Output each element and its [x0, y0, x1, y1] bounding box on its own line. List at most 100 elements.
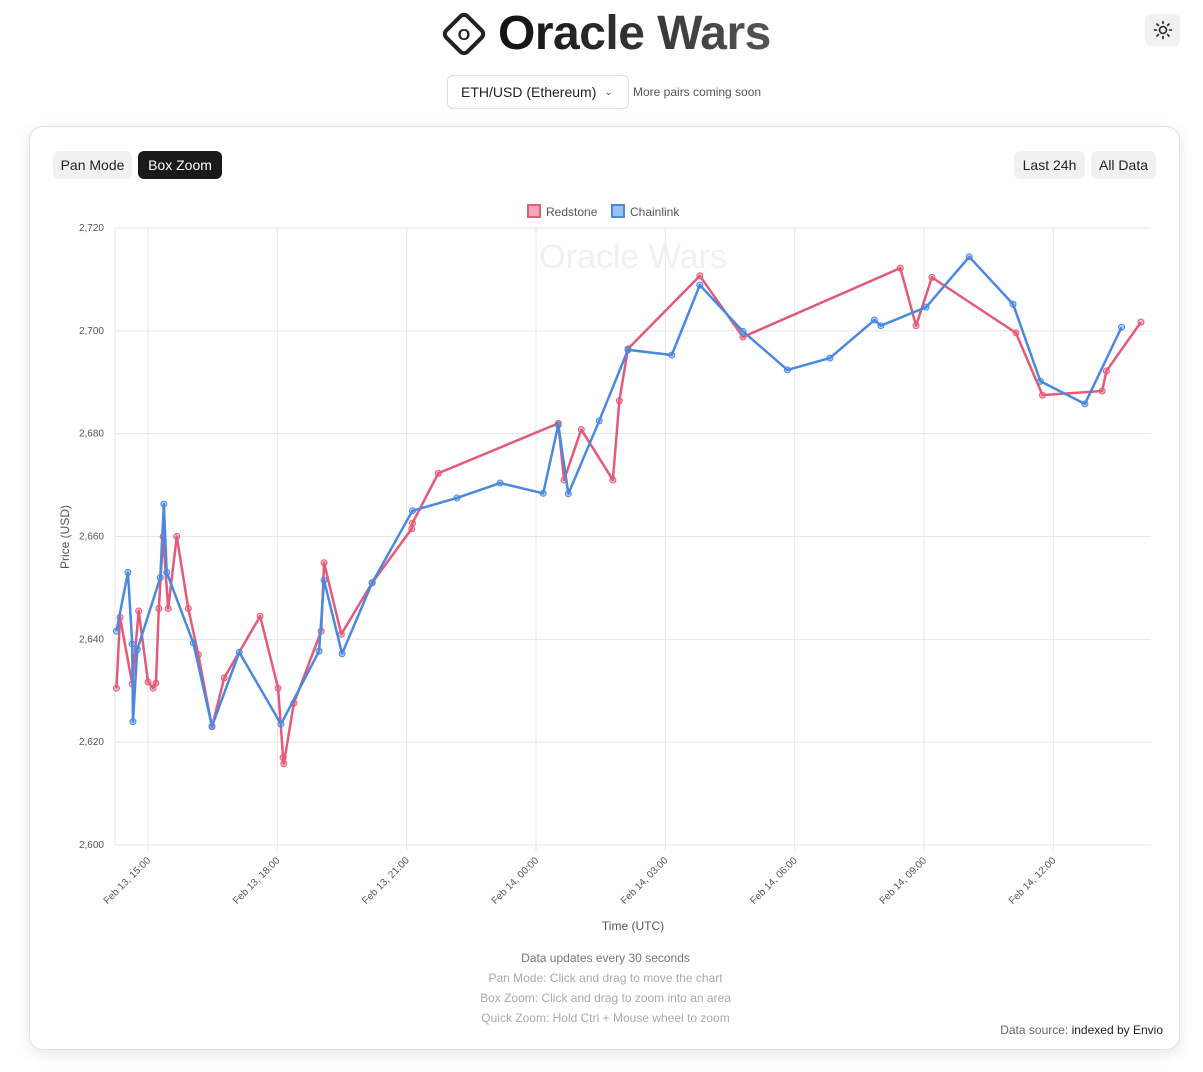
- pan-help: Pan Mode: Click and drag to move the cha…: [488, 971, 723, 985]
- chainlink-point: [826, 354, 834, 362]
- svg-text:O: O: [458, 27, 470, 44]
- chainlink-point: [739, 327, 747, 335]
- chainlink-point: [124, 568, 132, 576]
- box-zoom-help: Box Zoom: Click and drag to zoom into an…: [480, 991, 731, 1005]
- y-tick-label: 2,640: [79, 634, 104, 645]
- x-axis-label: Time (UTC): [602, 919, 664, 933]
- chainlink-point: [208, 722, 216, 730]
- chainlink-point: [595, 417, 603, 425]
- redstone-point: [144, 678, 152, 686]
- chainlink-point: [235, 648, 243, 656]
- svg-text:Redstone: Redstone: [546, 205, 598, 219]
- pan-mode-button[interactable]: Pan Mode: [53, 151, 132, 179]
- chainlink-point: [129, 718, 137, 726]
- y-tick-label: 2,720: [79, 223, 104, 234]
- chainlink-point: [1009, 300, 1017, 308]
- redstone-point: [149, 684, 157, 692]
- chainlink-point: [338, 650, 346, 658]
- redstone-point: [112, 684, 120, 692]
- x-tick-label: Feb 13, 18:00: [231, 855, 283, 907]
- pair-select-value: ETH/USD (Ethereum): [461, 84, 597, 100]
- chainlink-point: [1118, 323, 1126, 331]
- pair-select[interactable]: ETH/USD (Ethereum) ⌄: [447, 75, 629, 109]
- y-tick-label: 2,660: [79, 532, 104, 543]
- chainlink-point: [315, 647, 323, 655]
- envio-link[interactable]: indexed by Envio: [1071, 1023, 1163, 1037]
- chainlink-point: [112, 627, 120, 635]
- chainlink-point: [539, 489, 547, 497]
- x-tick-label: Feb 13, 15:00: [102, 855, 154, 907]
- chainlink-point: [1081, 400, 1089, 408]
- app-title: O Oracle Wars: [438, 6, 771, 61]
- chainlink-point: [163, 568, 171, 576]
- data-source: Data source: indexed by Envio: [1000, 1023, 1163, 1037]
- chainlink-point: [453, 494, 461, 502]
- legend-item-redstone[interactable]: Redstone: [527, 204, 598, 219]
- redstone-point: [152, 679, 160, 687]
- redstone-point: [609, 476, 617, 484]
- x-tick-label: Feb 14, 09:00: [878, 855, 930, 907]
- redstone-point: [220, 674, 228, 682]
- redstone-point: [155, 604, 163, 612]
- page-title: Oracle Wars: [498, 7, 771, 60]
- redstone-point: [912, 322, 920, 330]
- chainlink-point: [1036, 377, 1044, 385]
- chainlink-point: [156, 574, 164, 582]
- update-note: Data updates every 30 seconds: [521, 951, 690, 965]
- redstone-point: [135, 607, 143, 615]
- chainlink-point: [128, 640, 136, 648]
- chainlink-point: [564, 490, 572, 498]
- redstone-point: [434, 469, 442, 477]
- redstone-point: [279, 754, 287, 762]
- box-zoom-button[interactable]: Box Zoom: [138, 151, 222, 179]
- x-tick-label: Feb 13, 21:00: [360, 855, 412, 907]
- chevron-down-icon: ⌄: [604, 86, 613, 98]
- y-tick-label: 2,600: [79, 840, 104, 851]
- svg-text:Chainlink: Chainlink: [630, 205, 680, 219]
- redstone-point: [577, 426, 585, 434]
- chart-card: Pan Mode Box Zoom Last 24h All Data Orac…: [29, 126, 1180, 1050]
- y-tick-label: 2,620: [79, 737, 104, 748]
- y-axis-label: Price (USD): [58, 505, 72, 569]
- chainlink-point: [696, 281, 704, 289]
- theme-toggle-button[interactable]: [1145, 14, 1180, 46]
- chainlink-point: [160, 500, 168, 508]
- chainlink-point: [320, 576, 328, 584]
- legend-item-chainlink[interactable]: Chainlink: [611, 204, 680, 219]
- chainlink-point: [496, 479, 504, 487]
- chainlink-point: [922, 303, 930, 311]
- chainlink-point: [554, 421, 562, 429]
- redstone-point: [280, 760, 288, 768]
- redstone-point: [615, 397, 623, 405]
- redstone-point: [739, 333, 747, 341]
- redstone-point: [928, 273, 936, 281]
- chainlink-point: [624, 346, 632, 354]
- price-chart[interactable]: Oracle Wars Redstone Chainlink 2,600 2,62…: [30, 127, 1181, 947]
- legend: Redstone Chainlink: [527, 204, 680, 219]
- chainlink-point: [870, 316, 878, 324]
- last-24h-button[interactable]: Last 24h: [1014, 151, 1085, 179]
- x-tick-label: Feb 14, 12:00: [1007, 855, 1059, 907]
- chainlink-point: [877, 322, 885, 330]
- redstone-point: [1098, 387, 1106, 395]
- all-data-button[interactable]: All Data: [1091, 151, 1156, 179]
- pairs-note: More pairs coming soon: [633, 85, 762, 99]
- redstone-point: [896, 264, 904, 272]
- redstone-point: [696, 272, 704, 280]
- redstone-line: [115, 266, 1142, 766]
- chainlink-point: [408, 507, 416, 515]
- quick-zoom-help: Quick Zoom: Hold Ctrl + Mouse wheel to z…: [481, 1011, 730, 1025]
- chart-watermark: Oracle Wars: [539, 238, 727, 276]
- y-tick-label: 2,680: [79, 429, 104, 440]
- x-tick-label: Feb 14, 06:00: [748, 855, 800, 907]
- redstone-point: [1039, 391, 1047, 399]
- redstone-point: [1102, 367, 1110, 375]
- redstone-point: [408, 525, 416, 533]
- redstone-point: [337, 630, 345, 638]
- chainlink-line: [115, 255, 1123, 728]
- chainlink-point: [668, 351, 676, 359]
- sun-icon: [1153, 20, 1172, 40]
- redstone-point: [1137, 318, 1145, 326]
- x-tick-label: Feb 14, 00:00: [490, 855, 542, 907]
- chainlink-point: [189, 639, 197, 647]
